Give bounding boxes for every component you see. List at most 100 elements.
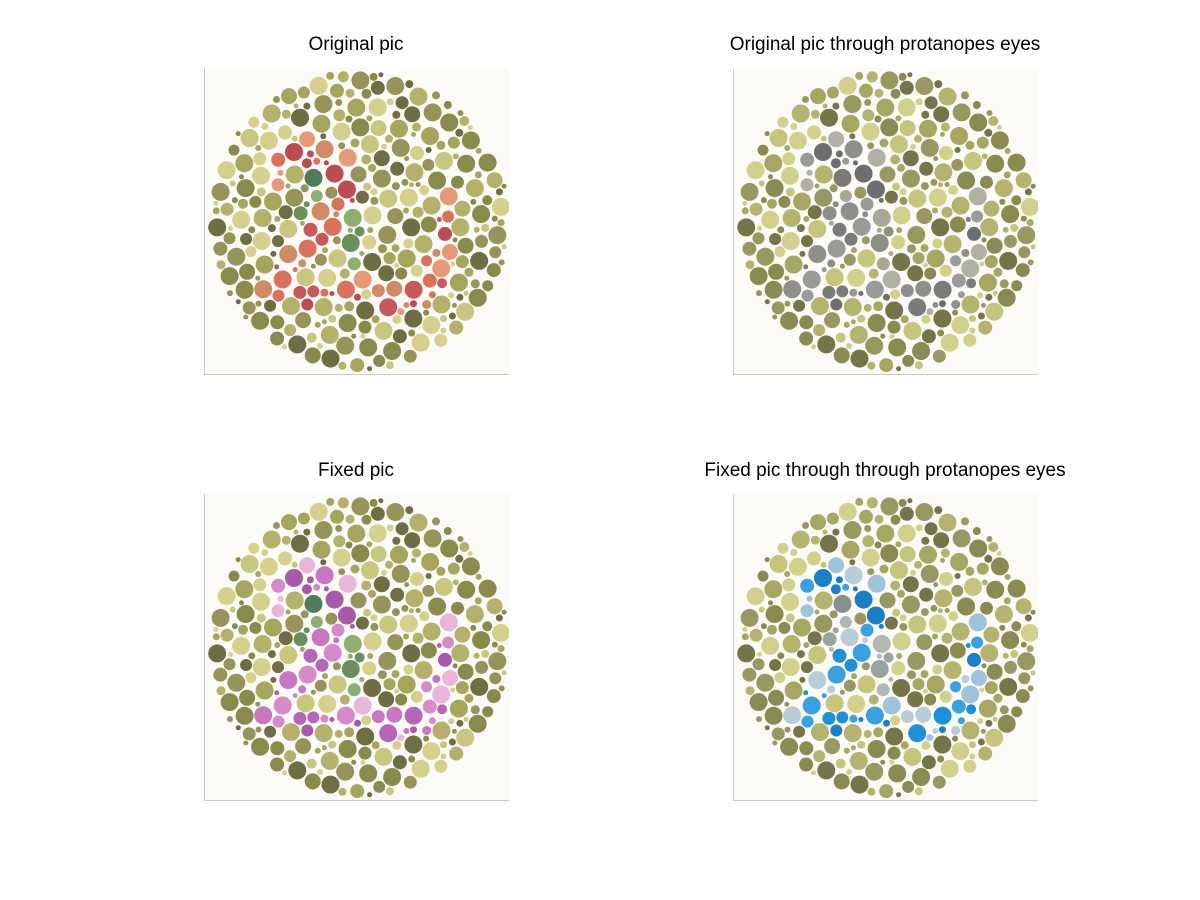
plate-dot (742, 241, 757, 256)
plate-dot (285, 165, 304, 184)
plate-dot (826, 512, 839, 525)
plate-dot (482, 195, 493, 206)
plate-dot (914, 787, 923, 796)
plate-dot (985, 719, 993, 727)
plate-dot (796, 650, 805, 659)
plate-dot (932, 349, 946, 363)
plate-dot (900, 315, 909, 324)
plate-svg (737, 497, 1038, 799)
plate-dot (338, 148, 357, 167)
plate-dot (350, 138, 360, 148)
plate-dot (916, 634, 933, 651)
plate-dot (454, 200, 471, 217)
plate-dot (817, 335, 836, 354)
plate-dot (449, 699, 468, 718)
plate-dot (767, 198, 777, 209)
plate-dot (838, 502, 857, 521)
plate-dot (299, 131, 316, 148)
plate-dot (379, 615, 398, 634)
plate-dot (952, 309, 959, 316)
plate-dot (255, 275, 261, 281)
plate-dot (227, 290, 233, 297)
plate-dot (861, 662, 870, 671)
plate-dot (961, 249, 970, 257)
plate-dot (880, 71, 899, 90)
plate-dot (814, 614, 833, 633)
plate-dot (846, 769, 852, 775)
plate-dot (341, 660, 360, 678)
plate-dot (255, 145, 262, 151)
plate-dot (932, 775, 946, 789)
plate-dot (889, 759, 895, 765)
plate-dot (451, 644, 470, 663)
plate-dot (213, 667, 228, 682)
plate-dot (457, 536, 464, 542)
plate-dot (447, 136, 460, 149)
plate-dot (940, 122, 950, 132)
plate-dot (335, 99, 343, 106)
plate-dot (769, 129, 788, 147)
plate-dot (852, 217, 871, 236)
plate-dot (235, 154, 254, 173)
plate-dot (337, 180, 356, 199)
plate-dot (428, 171, 447, 190)
plate-dot (1026, 219, 1034, 227)
plate-dot (436, 566, 446, 576)
plate-dot (379, 189, 398, 208)
plate-dot (933, 106, 950, 123)
plate-dot (887, 746, 901, 760)
plate-dot (921, 110, 930, 119)
plate-dot (806, 169, 813, 176)
plate-dot (360, 135, 379, 154)
plate-dot (1002, 226, 1009, 233)
plate-dot (741, 633, 749, 641)
plate-dot (332, 236, 341, 245)
plate-dot (950, 127, 969, 145)
plate-dot (841, 540, 860, 559)
plate-dot (235, 557, 241, 563)
plate-dot (749, 628, 763, 642)
plate-dot (370, 120, 387, 137)
plate-dot (270, 757, 285, 772)
plate-dot (336, 336, 355, 355)
plate-dot (248, 116, 260, 128)
plate-dot (355, 190, 369, 204)
plate-dot (361, 88, 372, 99)
plate-dot (272, 661, 284, 674)
plate-dot (404, 309, 423, 328)
plate-dot (764, 154, 783, 173)
plate-dot (915, 98, 923, 106)
plate-dot (264, 299, 277, 312)
plate-dot (371, 284, 385, 298)
plate-dot (255, 571, 262, 577)
plate-dot (784, 300, 791, 307)
plate-dot (331, 197, 345, 211)
plate-dot (228, 144, 240, 156)
plate-dot (951, 622, 970, 641)
plate-dot (825, 694, 844, 713)
plate-dot (899, 196, 908, 205)
plate-dot (285, 143, 303, 161)
plate-dot (457, 663, 474, 680)
plate-dot (820, 135, 827, 142)
plate-dot (336, 762, 355, 781)
plate-dot (432, 675, 441, 683)
plate-dot (879, 138, 889, 148)
plate-dot (898, 498, 907, 507)
plate-dot (320, 751, 339, 770)
plate-dot (930, 604, 938, 612)
plate-dot (827, 239, 846, 258)
plate-dot (405, 163, 424, 182)
plate-dot (367, 227, 374, 233)
plate-dot (362, 235, 377, 250)
plate-dot (440, 741, 447, 749)
plate-dot (854, 612, 867, 625)
plate-dot (761, 636, 780, 655)
plate-dot (304, 594, 323, 613)
plate-dot (312, 540, 331, 559)
plate-dot (1011, 621, 1022, 632)
plate-dot (788, 557, 807, 576)
plate-dot (850, 745, 856, 751)
plate-dot (867, 361, 876, 370)
plate-dot (757, 144, 769, 156)
